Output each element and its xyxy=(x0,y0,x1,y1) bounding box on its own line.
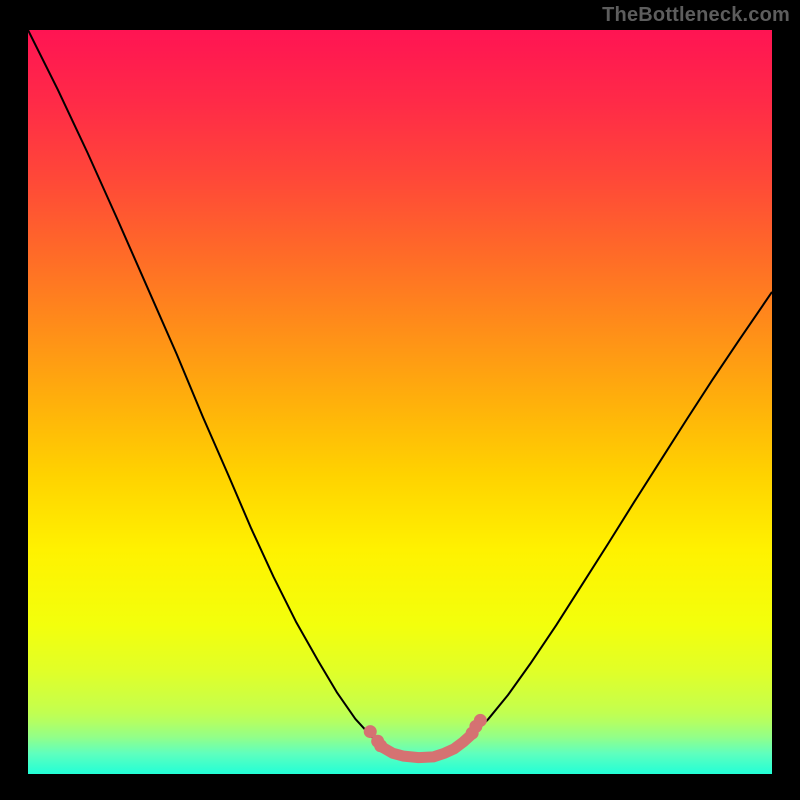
optimal-zone-dot xyxy=(474,714,487,727)
plot-area xyxy=(28,30,772,774)
watermark-text: TheBottleneck.com xyxy=(602,4,790,27)
chart-root: TheBottleneck.com xyxy=(0,0,800,800)
curve-layer xyxy=(28,30,772,774)
optimal-zone-segment xyxy=(379,735,471,757)
bottleneck-curve xyxy=(28,30,772,759)
optimal-zone-dot xyxy=(374,739,387,752)
